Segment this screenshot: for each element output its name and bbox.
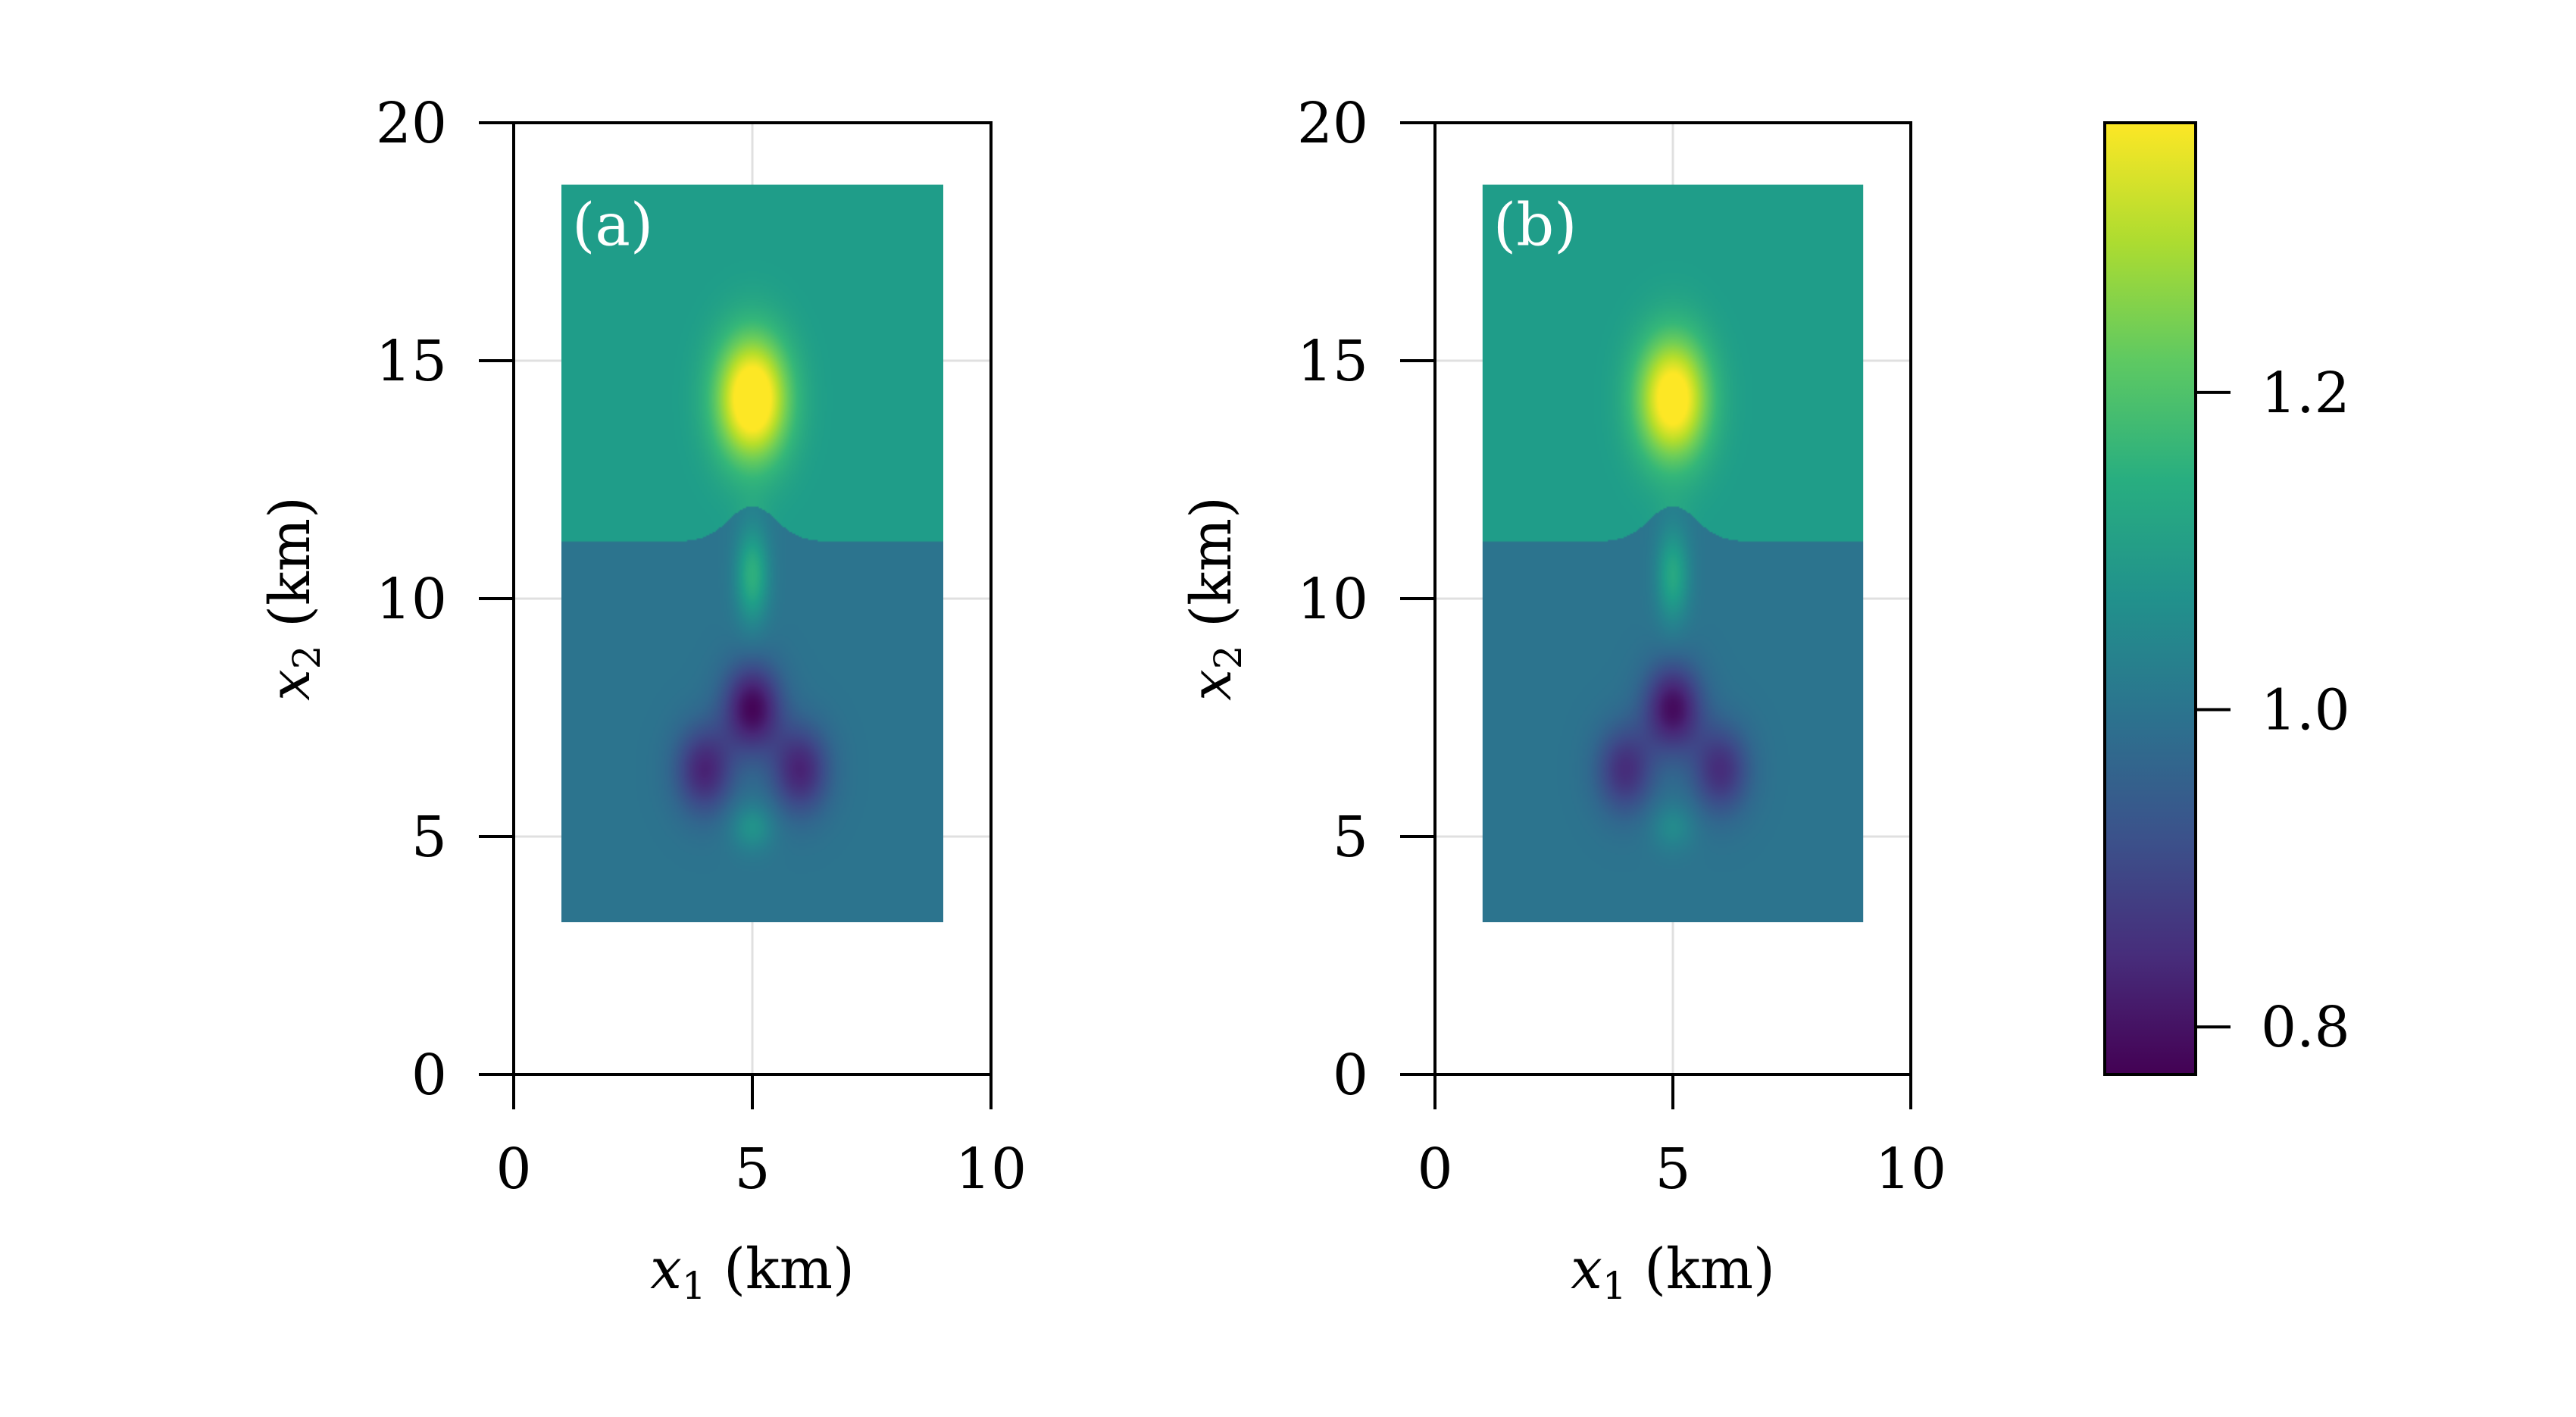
colorbar-tick-label: 1.0 <box>2261 678 2350 743</box>
panel-label: (a) <box>572 192 653 260</box>
colorbar: 0.8 1.0 1.2 <box>2103 121 2350 1076</box>
colorbar-tick-label: 0.8 <box>2261 995 2350 1060</box>
x-tick-label: 0 <box>1417 1137 1452 1202</box>
panel-label: (b) <box>1493 192 1577 260</box>
x-tick-label: 0 <box>496 1137 531 1202</box>
colorbar-gradient <box>2105 123 2196 1074</box>
colorbar-frame <box>2103 121 2197 1076</box>
axis-ticks: 0 5 10 0 5 10 15 20 <box>376 91 1027 1202</box>
axis-ticks: 0 5 10 0 5 10 15 20 <box>1297 91 1946 1202</box>
heatmap-image <box>561 184 943 923</box>
y-axis-label: x2 (km) <box>1179 496 1250 701</box>
y-tick-label: 10 <box>376 567 447 632</box>
y-tick-label: 0 <box>1333 1043 1368 1108</box>
y-tick-label: 15 <box>376 329 447 394</box>
x-tick-label: 5 <box>734 1137 770 1202</box>
y-tick-label: 10 <box>1297 567 1368 632</box>
heatmap-image <box>1482 184 1864 923</box>
x-tick-label: 10 <box>1875 1137 1946 1202</box>
y-tick-label: 0 <box>411 1043 447 1108</box>
y-tick-label: 15 <box>1297 329 1368 394</box>
y-tick-label: 5 <box>1333 805 1368 870</box>
y-tick-label: 5 <box>411 805 447 870</box>
y-axis-label: x2 (km) <box>258 496 329 701</box>
x-tick-label: 5 <box>1655 1137 1690 1202</box>
x-tick-label: 10 <box>955 1137 1027 1202</box>
x-axis-label: x1 (km) <box>650 1237 855 1308</box>
y-tick-label: 20 <box>376 91 447 156</box>
y-tick-label: 20 <box>1297 91 1368 156</box>
colorbar-tick-label: 1.2 <box>2261 361 2350 426</box>
panel-b: 0 5 10 0 5 10 15 20 (b) x1 (km) x2 (km) <box>1179 91 1946 1308</box>
x-axis-label: x1 (km) <box>1571 1237 1775 1308</box>
panel-a: 0 5 10 0 5 10 15 20 (a) x1 (km) x2 (km) <box>258 91 1027 1308</box>
colorbar-ticks: 0.8 1.0 1.2 <box>2196 361 2350 1060</box>
